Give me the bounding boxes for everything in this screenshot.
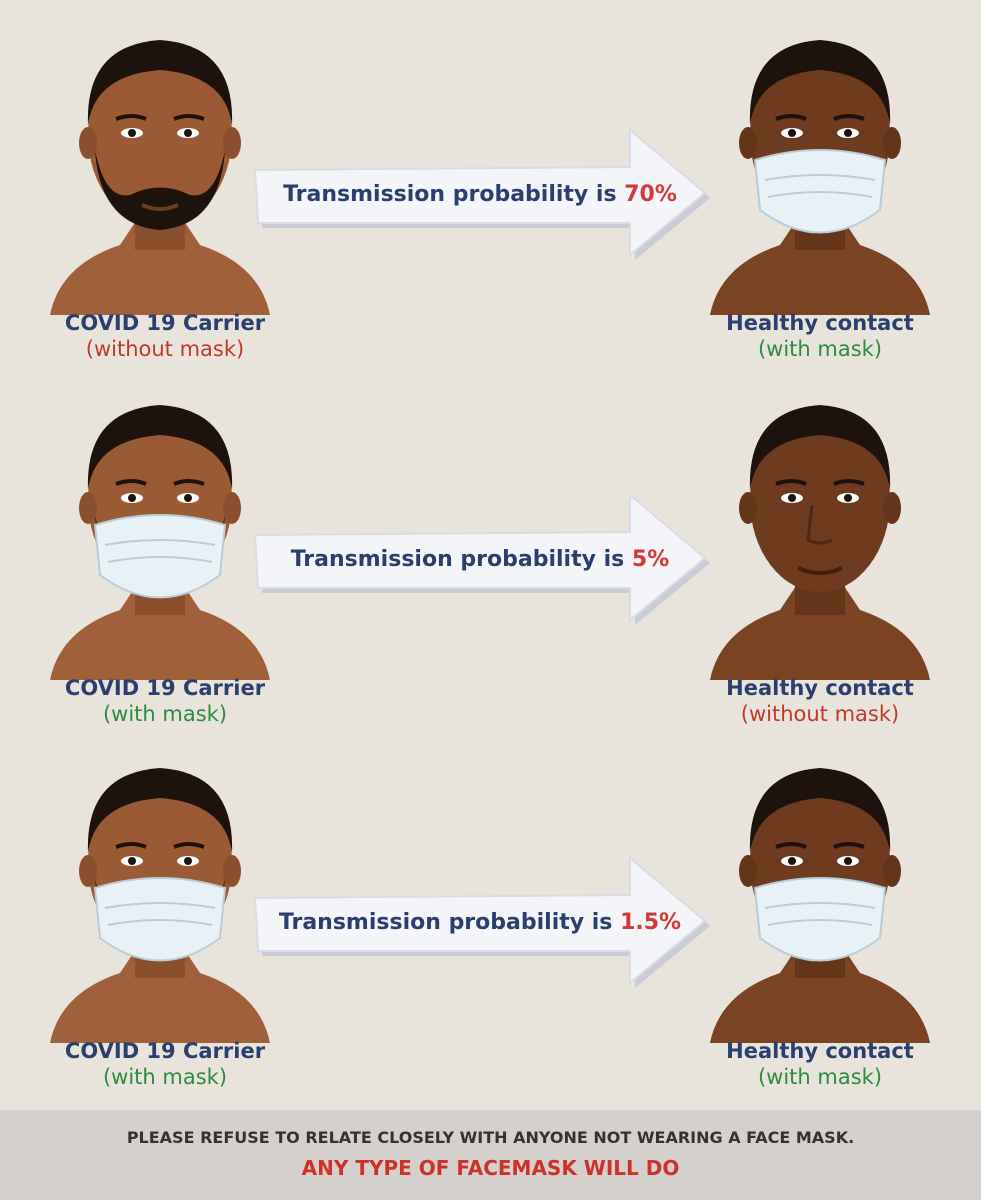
scenario-row-2: COVID 19 Carrier (with mask) Transmissio… <box>0 365 981 727</box>
scenario-row-1: COVID 19 Carrier (without mask) Transmis… <box>0 0 981 362</box>
contact-title: Healthy contact <box>726 311 914 335</box>
warning-message: PLEASE REFUSE TO RELATE CLOSELY WITH ANY… <box>126 1128 855 1147</box>
transmission-label: Transmission probability is <box>283 182 617 207</box>
contact-caption: Healthy contact (with mask) <box>670 310 970 362</box>
carrier-caption: COVID 19 Carrier (with mask) <box>15 1038 315 1090</box>
carrier-bearded-masked-illustration <box>40 743 280 1043</box>
transmission-text: Transmission probability is 1.5% <box>270 910 690 935</box>
carrier-caption: COVID 19 Carrier (with mask) <box>15 675 315 727</box>
carrier-bearded-masked-illustration <box>40 380 280 680</box>
transmission-text: Transmission probability is 5% <box>270 547 690 572</box>
contact-caption: Healthy contact (with mask) <box>670 1038 970 1090</box>
carrier-mask-status: (with mask) <box>102 702 228 726</box>
carrier-mask-status: (without mask) <box>85 337 245 361</box>
facemask-slogan: ANY TYPE OF FACEMASK WILL DO <box>301 1156 680 1180</box>
contact-mask-status: (with mask) <box>757 337 883 361</box>
carrier-title: COVID 19 Carrier <box>64 311 266 335</box>
contact-unmasked-illustration <box>700 380 940 680</box>
contact-title: Healthy contact <box>726 1039 914 1063</box>
contact-mask-status: (with mask) <box>757 1065 883 1089</box>
transmission-arrow: Transmission probability is 1.5% <box>250 848 720 998</box>
carrier-caption: COVID 19 Carrier (without mask) <box>15 310 315 362</box>
transmission-text: Transmission probability is 70% <box>270 182 690 207</box>
contact-mask-status: (without mask) <box>740 702 900 726</box>
carrier-mask-status: (with mask) <box>102 1065 228 1089</box>
contact-masked-illustration <box>700 15 940 315</box>
contact-caption: Healthy contact (without mask) <box>670 675 970 727</box>
warning-footer: PLEASE REFUSE TO RELATE CLOSELY WITH ANY… <box>0 1110 981 1200</box>
transmission-label: Transmission probability is <box>278 910 613 935</box>
contact-title: Healthy contact <box>726 676 914 700</box>
scenario-row-3: COVID 19 Carrier (with mask) Transmissio… <box>0 728 981 1090</box>
arrow-right-icon <box>253 855 710 988</box>
arrow-right-icon <box>253 492 710 625</box>
transmission-percent: 1.5% <box>620 910 682 935</box>
carrier-title: COVID 19 Carrier <box>64 676 266 700</box>
transmission-arrow: Transmission probability is 5% <box>250 485 720 635</box>
arrow-right-icon <box>253 127 710 260</box>
carrier-title: COVID 19 Carrier <box>64 1039 266 1063</box>
transmission-percent: 5% <box>631 547 670 572</box>
carrier-bearded-unmasked-illustration <box>40 15 280 315</box>
contact-masked-illustration <box>700 743 940 1043</box>
transmission-arrow: Transmission probability is 70% <box>250 120 720 270</box>
transmission-label: Transmission probability is <box>290 547 625 572</box>
transmission-percent: 70% <box>624 182 677 207</box>
